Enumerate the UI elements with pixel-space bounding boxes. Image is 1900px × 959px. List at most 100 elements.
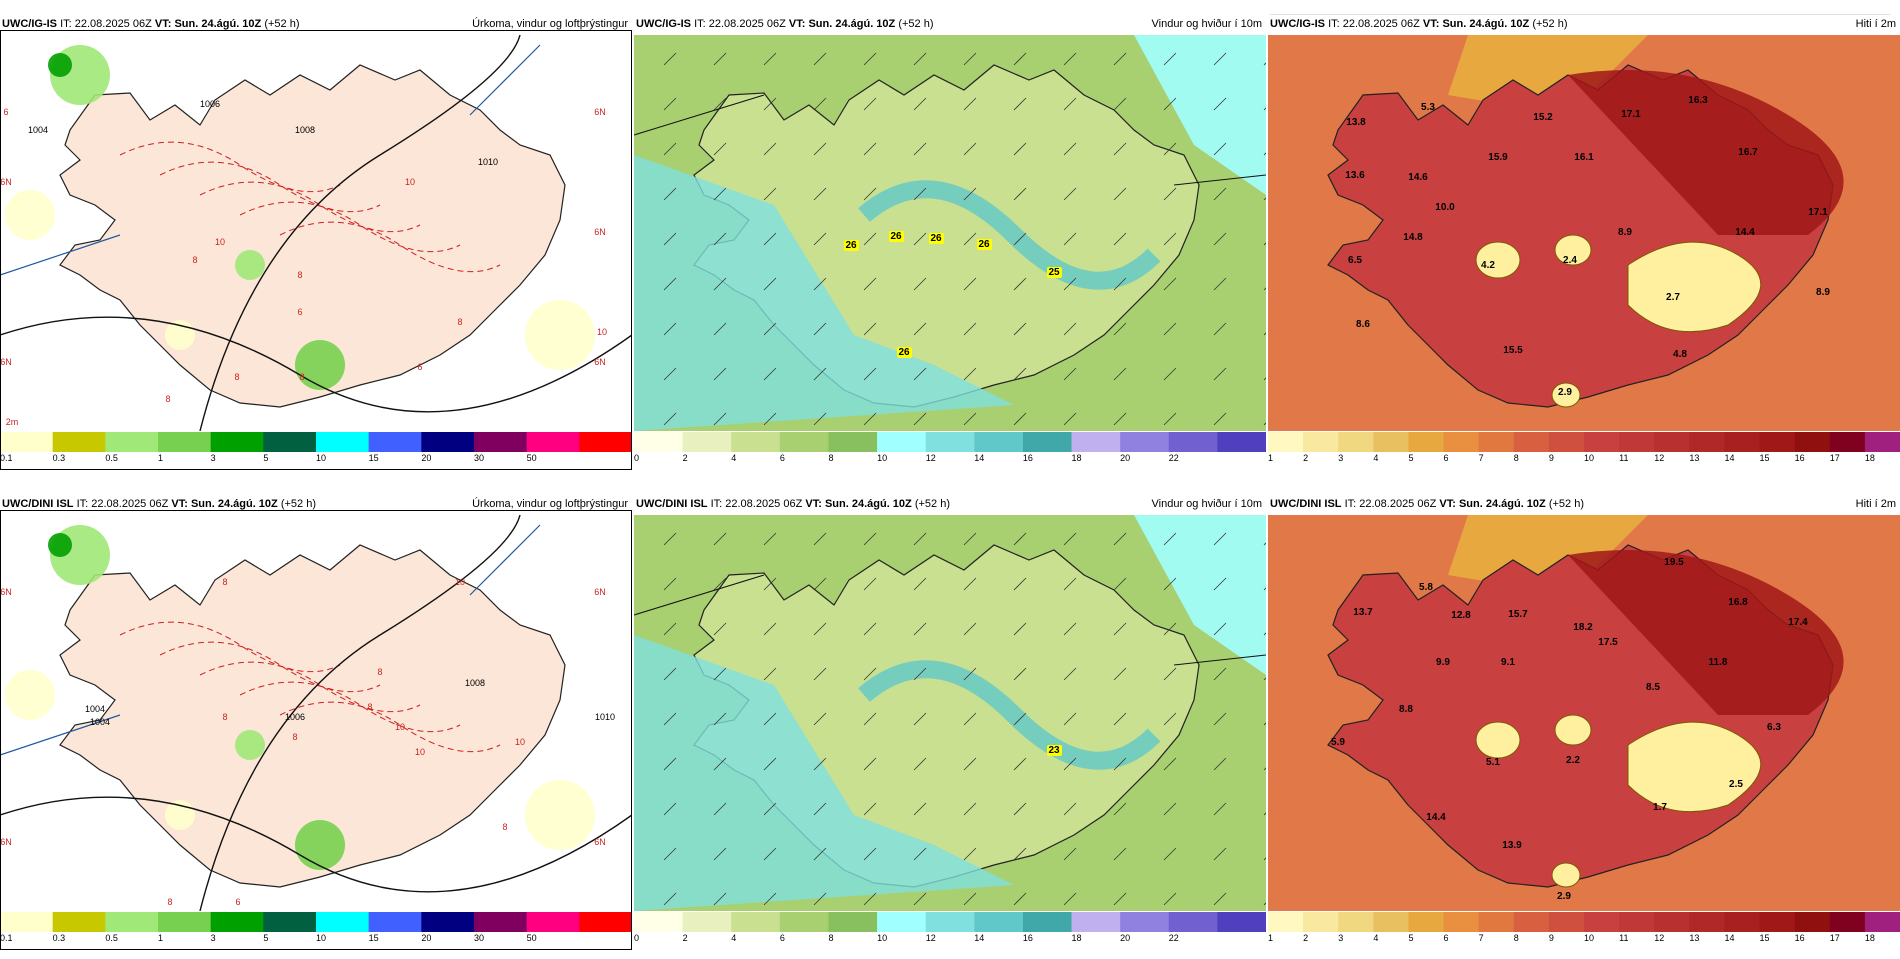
map-value-label: 10 xyxy=(597,327,607,337)
map-value-label: 14.6 xyxy=(1408,172,1428,183)
colorbar-tick-label: 4 xyxy=(731,933,737,943)
vt-label: VT: xyxy=(171,498,188,510)
colorbar-tick-label: 0.3 xyxy=(52,453,66,463)
valid-time: Sun. 24.ágú. 10Z xyxy=(174,18,262,30)
colorbar-swatch xyxy=(1071,432,1121,452)
forecast-panel-wind: UWC/IG-IS IT: 22.08.2025 06Z VT: Sun. 24… xyxy=(634,14,1266,479)
colorbar-tick-label: 20 xyxy=(421,933,432,943)
it-label: IT: xyxy=(1328,18,1340,30)
colorbar-tick-label: 14 xyxy=(974,453,985,463)
gust-label-bg xyxy=(929,233,944,244)
panel-run-info: UWC/IG-IS IT: 22.08.2025 06Z VT: Sun. 24… xyxy=(2,14,300,34)
model-name: UWC/IG-IS xyxy=(636,18,691,30)
panel-run-info: UWC/IG-IS IT: 22.08.2025 06Z VT: Sun. 24… xyxy=(1270,14,1568,34)
colorbar-tick-label: 2 xyxy=(682,933,688,943)
colorbar-swatch xyxy=(1794,432,1831,452)
colorbar-tick-label: 10 xyxy=(1584,453,1595,463)
colorbar-swatch xyxy=(1654,912,1690,932)
panel-header: UWC/IG-IS IT: 22.08.2025 06Z VT: Sun. 24… xyxy=(0,14,632,34)
colorbar-swatch xyxy=(526,912,580,932)
colorbar-swatch xyxy=(828,912,878,932)
colorbar-swatch xyxy=(828,432,878,452)
colorbar-swatch xyxy=(1478,912,1515,932)
colorbar-swatch xyxy=(0,432,54,452)
colorbar-swatch xyxy=(1303,912,1339,932)
model-name: UWC/IG-IS xyxy=(1270,18,1325,30)
map-value-label: 5.1 xyxy=(1486,757,1500,768)
colorbar-tick-label: 1 xyxy=(158,453,164,463)
map-value-label: 1004 xyxy=(90,717,110,727)
map-value-label: 25 xyxy=(1048,267,1060,278)
colorbar-swatch xyxy=(0,912,54,932)
colorbar-swatch xyxy=(1022,912,1073,932)
map-value-label: 26 xyxy=(845,240,857,251)
colorbar-swatch xyxy=(1724,912,1761,932)
colorbar-swatch xyxy=(877,912,927,932)
map-value-label: 2.5 xyxy=(1729,779,1743,790)
map-value-label: 8 xyxy=(292,732,297,742)
map-value-label: 9.9 xyxy=(1436,657,1450,668)
colorbar-swatch xyxy=(1584,432,1620,452)
colorbar-swatch xyxy=(1584,912,1620,932)
colorbar-swatch xyxy=(1217,912,1266,932)
map-value-label: 4.8 xyxy=(1673,349,1687,360)
panel-title: Hiti í 2m xyxy=(1855,18,1896,30)
colorbar-swatch xyxy=(1513,432,1550,452)
colorbar-tick-label: 5 xyxy=(1408,933,1414,943)
forecast-map: 1004100610081010100288810101068882m6666N… xyxy=(0,35,632,431)
valid-time: Sun. 24.ágú. 10Z xyxy=(824,498,912,510)
colorbar-swatch xyxy=(316,432,370,452)
colorbar-swatch xyxy=(1619,912,1655,932)
map-value-label: 6N xyxy=(0,357,12,367)
colorbar-tick-label: 12 xyxy=(925,933,936,943)
colorbar-tick-label: 16 xyxy=(1022,453,1033,463)
colorbar-tick-label: 0.1 xyxy=(0,453,13,463)
map-value-label: 2m xyxy=(6,417,19,427)
colorbar-tick-label: 10 xyxy=(877,453,888,463)
panel-title: Úrkoma, vindur og loftþrýstingur xyxy=(472,498,628,510)
map-value-label: 2.9 xyxy=(1557,891,1571,902)
colorbar-swatch xyxy=(1120,432,1170,452)
colorbar-tick-label: 4 xyxy=(731,453,737,463)
map-value-label: 1010 xyxy=(595,712,615,722)
colorbar-swatch xyxy=(974,432,1024,452)
map-value-label: 6 xyxy=(3,107,8,117)
colorbar-tick-label: 18 xyxy=(1071,933,1082,943)
colorbar-tick-label: 11 xyxy=(1619,933,1629,943)
colorbar-swatch xyxy=(925,432,975,452)
map-value-label: 8.8 xyxy=(1399,704,1413,715)
colorbar-tick-label: 0.1 xyxy=(0,933,13,943)
colorbar-swatch xyxy=(1338,432,1374,452)
colorbar-tick-label: 15 xyxy=(368,933,379,943)
colorbar-swatch xyxy=(105,912,159,932)
colorbar-tick-label: 50 xyxy=(526,453,537,463)
it-label: IT: xyxy=(710,498,723,510)
colorbar-tick-label: 11 xyxy=(1619,453,1629,463)
colorbar-labels: 12345678910111213141516171819 xyxy=(1268,932,1900,946)
colorbar-tick-label: 2 xyxy=(1303,453,1309,463)
colorbar-swatch xyxy=(1120,912,1170,932)
map-value-label: 14.4 xyxy=(1426,812,1446,823)
forecast-panel-precip: UWC/DINI ISL IT: 22.08.2025 06Z VT: Sun.… xyxy=(0,494,632,959)
panel-header: UWC/DINI ISL IT: 22.08.2025 06Z VT: Sun.… xyxy=(1268,494,1900,514)
map-value-label: 16.3 xyxy=(1688,95,1708,106)
colorbar-swatch xyxy=(779,432,829,452)
map-value-label: 17.1 xyxy=(1808,207,1828,218)
map-value-label: 6 xyxy=(235,897,240,907)
colorbar-tick-label: 1 xyxy=(1268,453,1274,463)
colorbar-tick-label: 5 xyxy=(263,933,269,943)
colorbar xyxy=(634,432,1266,452)
map-value-label: 10 xyxy=(515,737,525,747)
colorbar-labels: 0 2 4 6 8 10 12 14 16 18 20 22 xyxy=(634,932,1266,946)
forecast-map: 5.8 19.5 13.7 12.8 15.7 16.8 18.2 17.4 17.5 9.9 9.… xyxy=(1268,515,1900,911)
map-value-label: 6N xyxy=(0,837,12,847)
colorbar-swatch xyxy=(634,912,684,932)
colorbar-swatch xyxy=(1619,432,1655,452)
map-value-label: 10 xyxy=(455,577,465,587)
gust-label-bg xyxy=(977,239,992,250)
lead-time: (+52 h) xyxy=(1548,498,1584,510)
map-value-label: 5.3 xyxy=(1421,102,1435,113)
map-value-label: 8 xyxy=(299,372,304,382)
map-value-label: 8 xyxy=(502,822,507,832)
forecast-panel-temp: UWC/DINI ISL IT: 22.08.2025 06Z VT: Sun.… xyxy=(1268,494,1900,959)
